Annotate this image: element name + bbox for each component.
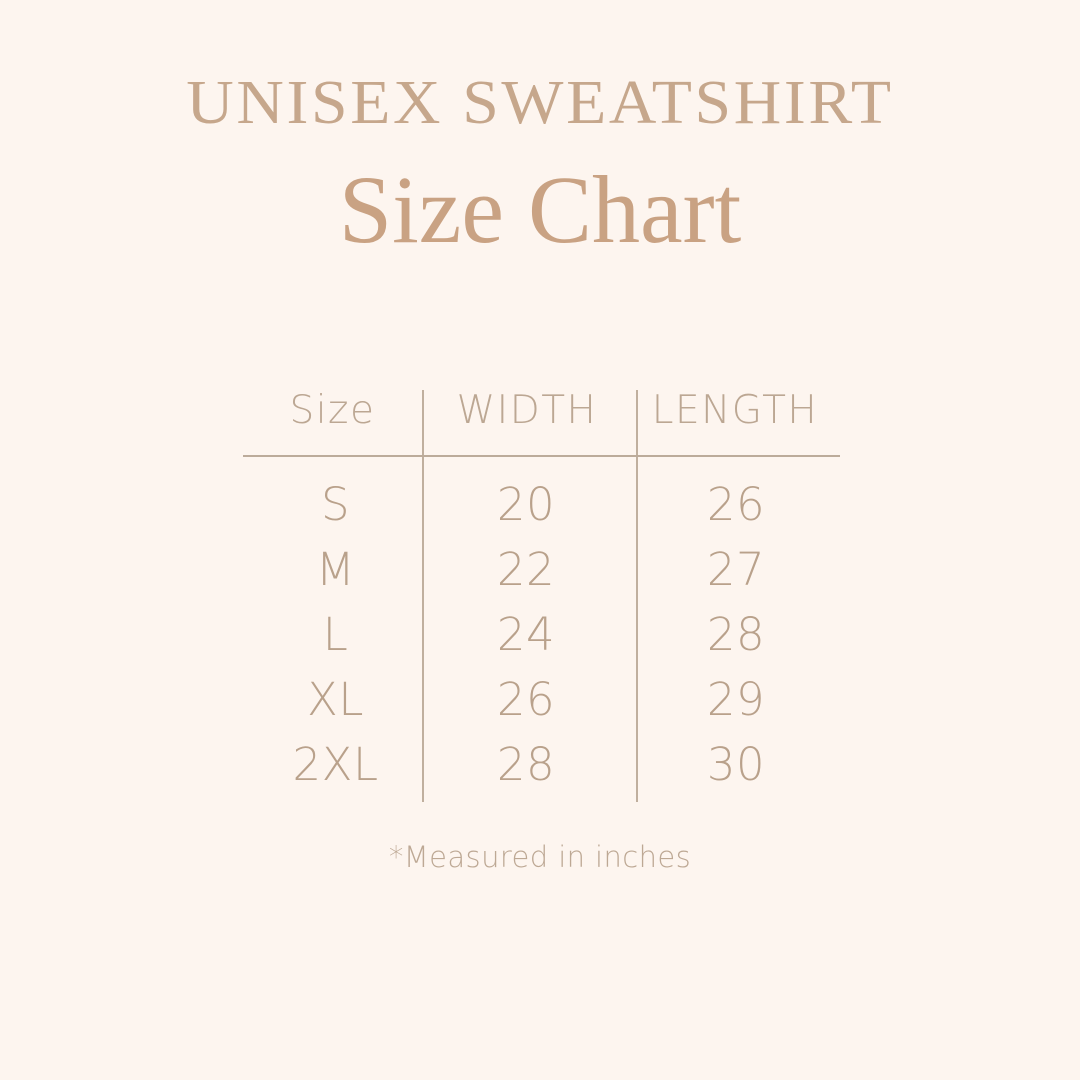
column-divider-1 [422,390,424,802]
table-content: Size WIDTH LENGTH S 20 26 M 22 27 L 24 2… [243,386,840,802]
cell-length: 28 [706,607,766,661]
measurement-footnote: *Measured in inches [388,840,692,874]
column-header-width: WIDTH [456,388,598,433]
cell-size: L [322,607,349,661]
table-gridlines [243,386,840,802]
cell-width: 24 [496,607,556,661]
table-row: L 24 28 [243,602,840,667]
cell-size: 2XL [292,737,379,791]
cell-width: 26 [496,672,556,726]
size-table: Size WIDTH LENGTH S 20 26 M 22 27 L 24 2… [243,386,840,802]
cell-width: 20 [496,477,556,531]
column-header-length: LENGTH [651,388,819,433]
cell-length: 27 [706,542,766,596]
page-subtitle: Size Chart [338,156,742,263]
table-row: 2XL 28 30 [243,732,840,797]
title-block: UNISEX SWEATSHIRT Size Chart [0,72,1080,258]
column-header-size: Size [289,388,376,433]
table-header-row: Size WIDTH LENGTH [243,386,840,455]
cell-size: S [320,477,351,531]
cell-width: 22 [496,542,556,596]
cell-length: 30 [706,737,766,791]
cell-length: 29 [706,672,766,726]
cell-length: 26 [706,477,766,531]
table-row: S 20 26 [243,472,840,537]
page-title: UNISEX SWEATSHIRT [186,69,894,137]
cell-width: 28 [496,737,556,791]
table-row: M 22 27 [243,537,840,602]
column-divider-2 [636,390,638,802]
header-rule [243,455,840,457]
cell-size: XL [307,672,364,726]
cell-size: M [315,542,356,596]
table-row: XL 26 29 [243,667,840,732]
